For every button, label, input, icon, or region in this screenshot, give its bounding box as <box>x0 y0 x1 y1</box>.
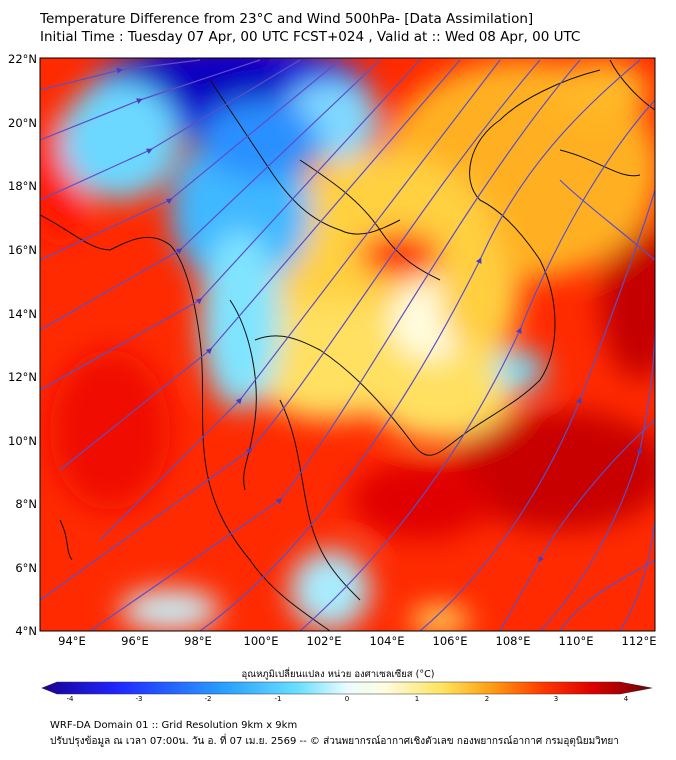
lon-tick-label: 102°E <box>307 634 342 648</box>
footer-model-info: WRF-DA Domain 01 :: Grid Resolution 9km … <box>50 720 298 731</box>
lon-tick-label: 94°E <box>58 634 86 648</box>
lon-tick-label: 104°E <box>370 634 405 648</box>
map-title: Temperature Difference from 23°C and Win… <box>40 11 534 27</box>
lat-tick-label: 6°N <box>15 561 37 575</box>
lat-tick-label: 10°N <box>8 434 37 448</box>
temperature-field <box>40 58 655 631</box>
colorbar-gradient <box>41 681 653 695</box>
lon-tick-label: 100°E <box>244 634 279 648</box>
lat-tick-label: 4°N <box>15 624 37 638</box>
lat-tick-label: 18°N <box>8 179 37 193</box>
lon-tick-label: 106°E <box>433 634 468 648</box>
lon-tick-label: 96°E <box>121 634 149 648</box>
colorbar: -4 -3 -2 -1 0 1 2 3 4 <box>41 681 653 703</box>
lat-tick-label: 14°N <box>8 307 37 321</box>
colorbar-tick-label: -2 <box>205 695 212 703</box>
lon-tick-label: 110°E <box>559 634 594 648</box>
lat-tick-label: 12°N <box>8 370 37 384</box>
footer-credit: ปรับปรุงข้อมูล ณ เวลา 07:00น. วัน อ. ที่… <box>50 736 619 747</box>
colorbar-tick-label: 2 <box>485 695 489 703</box>
colorbar-tick-label: 1 <box>415 695 419 703</box>
longitude-axis: 94°E 96°E 98°E 100°E 102°E 104°E 106°E 1… <box>58 634 656 648</box>
colorbar-title: อุณหภูมิเปลี่ยนแปลง หน่วย องศาเซลเซียส (… <box>241 669 435 680</box>
lon-tick-label: 112°E <box>622 634 657 648</box>
latitude-axis: 22°N 20°N 18°N 16°N 14°N 12°N 10°N 8°N 6… <box>8 52 37 638</box>
lon-tick-label: 108°E <box>496 634 531 648</box>
coastlines <box>40 59 655 631</box>
lat-tick-label: 20°N <box>8 116 37 130</box>
lat-tick-label: 16°N <box>8 243 37 257</box>
colorbar-tick-label: -1 <box>275 695 282 703</box>
lat-tick-label: 8°N <box>15 497 37 511</box>
colorbar-tick-label: -4 <box>67 695 75 703</box>
colorbar-tick-label: 4 <box>624 695 629 703</box>
colorbar-tick-label: 0 <box>345 695 349 703</box>
map-frame <box>39 57 656 632</box>
lat-tick-label: 22°N <box>8 52 37 66</box>
map-subtitle: Initial Time : Tuesday 07 Apr, 00 UTC FC… <box>40 29 581 45</box>
colorbar-tick-label: -3 <box>136 695 143 703</box>
colorbar-tick-label: 3 <box>554 695 558 703</box>
wind-streamlines <box>40 59 655 631</box>
lon-tick-label: 98°E <box>184 634 212 648</box>
